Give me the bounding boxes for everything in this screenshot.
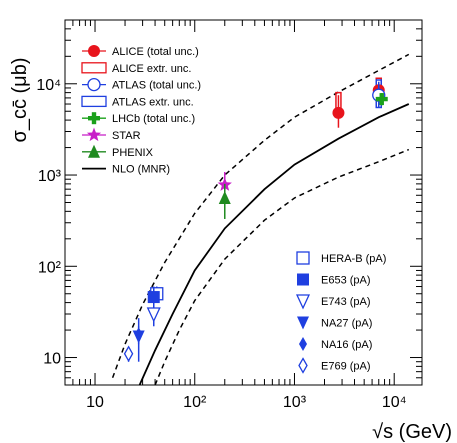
x-tick-label: 10³ xyxy=(283,394,307,411)
legend-label: NA16 (pA) xyxy=(321,339,372,351)
legend-symbol xyxy=(297,273,309,286)
alice-total-unc-point xyxy=(332,106,345,119)
na16-pa-point xyxy=(134,327,143,342)
e769-pa-point xyxy=(123,345,134,363)
legend-label: NLO (MNR) xyxy=(112,164,170,176)
nlo-curves xyxy=(111,53,410,385)
legend-label: ATLAS (total unc.) xyxy=(112,80,201,92)
phenix-point xyxy=(218,191,231,205)
legend-label: E653 (pA) xyxy=(321,275,371,287)
y-tick-label: 10⁴ xyxy=(36,77,61,94)
legend-symbol xyxy=(87,77,101,92)
x-axis-label: √s (GeV) xyxy=(372,421,452,443)
legend-symbol xyxy=(88,144,100,158)
legend-label: PHENIX xyxy=(112,147,154,159)
data-points xyxy=(123,77,388,363)
x-tick-label: 10² xyxy=(183,394,207,411)
legend-label: ATLAS extr. unc. xyxy=(112,96,194,108)
legend-label: ALICE (total unc.) xyxy=(112,46,199,58)
cross-bar xyxy=(379,93,384,106)
legend-label: NA27 (pA) xyxy=(321,318,372,330)
nlo-band-line xyxy=(154,148,410,385)
e743-pa-point xyxy=(146,307,161,323)
legend-label: STAR xyxy=(112,130,141,142)
legend-label: E743 (pA) xyxy=(321,296,371,308)
legend-symbol xyxy=(86,127,102,142)
legend-symbol xyxy=(296,251,310,265)
legend-symbol xyxy=(81,62,107,74)
y-tick-label: 10 xyxy=(43,351,61,368)
legend-symbol xyxy=(81,95,107,108)
x-tick-label: 10 xyxy=(86,394,104,411)
e653-pa-point xyxy=(147,291,160,304)
legend-label: E769 (pA) xyxy=(321,361,371,373)
legend-label: ALICE extr. unc. xyxy=(112,63,191,75)
legend-symbol xyxy=(299,337,307,351)
nlo-central-line xyxy=(138,103,410,385)
legend-symbol xyxy=(88,45,100,57)
legend-symbol xyxy=(295,294,311,310)
cross-bar xyxy=(91,112,97,125)
legend-symbol xyxy=(298,357,308,374)
y-tick-label: 10³ xyxy=(38,168,62,185)
legend-label: HERA-B (pA) xyxy=(321,253,386,265)
legend-symbol xyxy=(297,316,309,330)
y-tick-label: 10² xyxy=(38,259,62,276)
y-axis-label: σ_cc̄ (μb) xyxy=(9,58,31,143)
axis-ticks: 10 10² 10³ 10⁴ 10 10² 10³ 10⁴ xyxy=(36,19,422,411)
legend-collider: ALICE (total unc.) ALICE extr. unc. ATLAS … xyxy=(81,45,201,176)
legend-symbol xyxy=(88,112,100,125)
x-tick-label: 10⁴ xyxy=(382,394,407,411)
nlo-band-line xyxy=(111,53,410,379)
lhcb-total-unc-point xyxy=(375,93,388,106)
legend-label: LHCb (total unc.) xyxy=(112,113,195,125)
legend-fixed-target: HERA-B (pA) E653 (pA) E743 (pA) NA27 (pA) NA… xyxy=(295,251,386,374)
